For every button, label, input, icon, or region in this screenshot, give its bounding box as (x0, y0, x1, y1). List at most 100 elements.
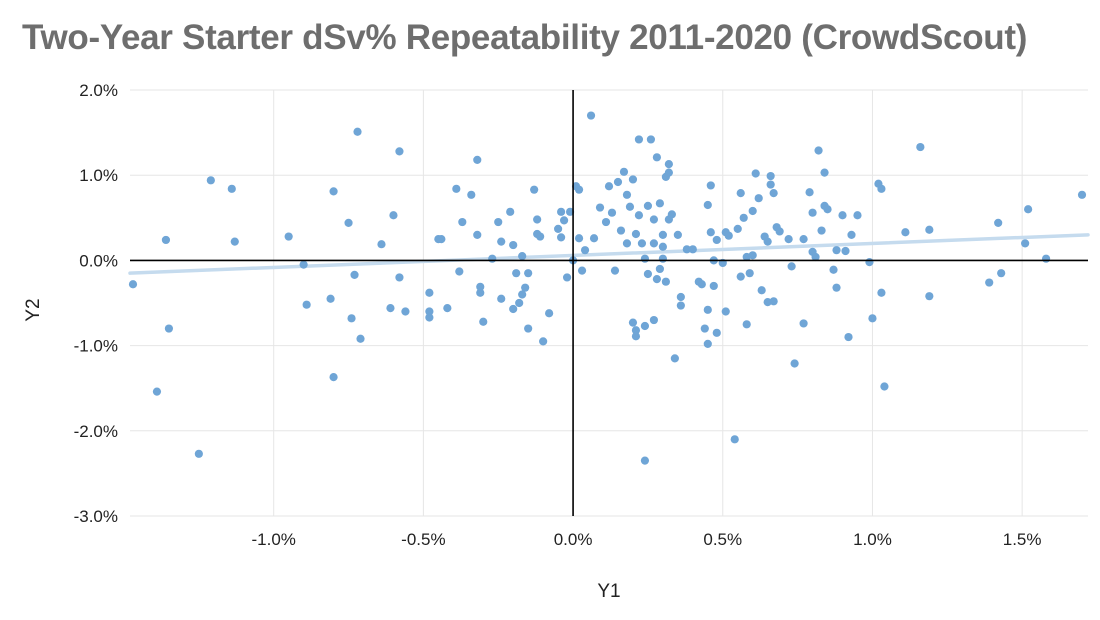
data-point (437, 235, 446, 244)
data-point (545, 309, 554, 318)
data-point (613, 177, 623, 187)
data-point (557, 233, 566, 242)
data-point (985, 278, 994, 287)
data-point (622, 239, 632, 248)
data-point (658, 254, 667, 263)
data-point (425, 288, 434, 297)
data-point (640, 321, 650, 331)
data-point (473, 230, 482, 239)
data-point (497, 237, 506, 246)
data-point (479, 317, 488, 326)
data-point (844, 332, 853, 342)
data-point (709, 281, 718, 291)
data-point (601, 217, 611, 227)
data-point (643, 269, 653, 279)
data-point (607, 208, 617, 217)
x-tick-label: 1.0% (853, 530, 892, 549)
data-point (610, 266, 620, 275)
data-point (742, 320, 751, 329)
data-point (476, 282, 485, 291)
data-point (533, 215, 542, 224)
data-point (712, 235, 721, 245)
data-point (1024, 205, 1033, 214)
trendline (128, 233, 1090, 275)
data-point (329, 187, 338, 196)
data-point (664, 160, 673, 169)
data-point (574, 185, 584, 194)
data-point (652, 275, 662, 284)
data-point (703, 305, 712, 314)
data-point (586, 111, 596, 120)
data-point (425, 307, 434, 316)
data-point (227, 184, 236, 193)
y-tick-label: -1.0% (74, 337, 118, 356)
data-point (673, 230, 682, 239)
data-point (700, 324, 709, 333)
data-point (667, 210, 676, 219)
data-point (425, 313, 434, 322)
data-point (823, 205, 832, 214)
data-point (356, 334, 365, 343)
data-point (631, 326, 641, 335)
data-point (455, 267, 464, 276)
data-point (634, 135, 644, 144)
data-point (377, 240, 386, 249)
data-point (631, 229, 641, 239)
data-point (554, 224, 563, 233)
data-point (386, 304, 395, 313)
data-point (763, 298, 772, 307)
data-point (736, 272, 745, 281)
data-point (925, 225, 934, 234)
data-point (847, 230, 856, 239)
grid-lines (130, 89, 1088, 517)
data-point (799, 235, 808, 244)
data-point (697, 280, 706, 289)
data-point (565, 207, 575, 216)
data-point (646, 135, 656, 144)
data-point (820, 168, 829, 177)
data-point (299, 260, 308, 269)
y-axis-title: Y2 (23, 298, 44, 321)
data-point (509, 304, 518, 314)
data-point (353, 127, 362, 136)
data-point (530, 185, 539, 194)
x-tick-label: 1.5% (1003, 530, 1042, 549)
data-point (625, 202, 635, 211)
data-point (649, 215, 659, 224)
data-points (128, 111, 1087, 465)
data-point (628, 318, 638, 327)
data-point (524, 324, 533, 333)
data-point (347, 314, 356, 323)
data-point (769, 188, 778, 198)
data-point (703, 200, 712, 210)
data-point (344, 218, 353, 228)
y-tick-label: 1.0% (79, 166, 118, 185)
data-point (577, 266, 587, 275)
data-point (706, 181, 715, 190)
data-point (161, 235, 171, 245)
data-point (877, 184, 886, 193)
data-point (401, 307, 410, 316)
data-point (664, 168, 673, 177)
data-point (559, 216, 569, 225)
data-point (395, 147, 404, 156)
x-tick-label: 0.0% (554, 530, 593, 549)
data-point (703, 339, 712, 348)
data-point (799, 319, 808, 328)
data-point (814, 146, 823, 155)
data-point (868, 314, 877, 323)
data-point (832, 283, 841, 292)
data-point (712, 328, 721, 337)
data-point (389, 211, 398, 220)
data-point (443, 304, 452, 313)
data-point (733, 224, 742, 233)
data-point (467, 190, 476, 199)
data-point (658, 230, 667, 239)
data-point (721, 307, 730, 316)
data-point (649, 315, 659, 325)
data-point (128, 280, 138, 289)
data-point (518, 290, 527, 299)
data-point (521, 283, 530, 292)
data-point (164, 324, 174, 333)
data-point (769, 297, 778, 306)
